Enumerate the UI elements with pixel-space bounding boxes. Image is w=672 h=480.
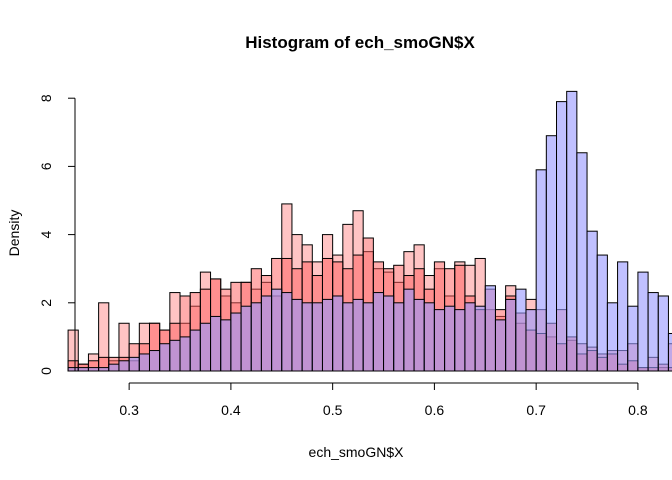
y-axis: 0 2 4 6 8 (38, 94, 76, 375)
chart-title: Histogram of ech_smoGN$X (245, 33, 475, 52)
histogram-bar (210, 315, 222, 372)
histogram-bar (189, 329, 201, 372)
histogram-bar (87, 367, 100, 372)
histogram-bar (423, 302, 435, 372)
x-tick-label: 0.6 (425, 402, 445, 418)
histogram-bar (362, 302, 374, 372)
histogram-bar (220, 319, 232, 372)
histogram-bar (352, 298, 364, 372)
histogram-bar (169, 339, 181, 372)
histogram-bar (566, 90, 578, 372)
histogram-bar (596, 254, 608, 372)
series-3 (67, 90, 672, 372)
histogram-bar (464, 302, 476, 372)
histogram-bar (576, 152, 588, 372)
histogram-bar (372, 292, 385, 372)
histogram-bar (148, 350, 161, 372)
histogram-bar (667, 332, 672, 372)
histogram-bar (271, 288, 283, 372)
x-tick-label: 0.4 (221, 402, 241, 418)
y-tick-label: 6 (38, 162, 54, 170)
histogram-bar (474, 305, 486, 372)
histogram-bar (260, 295, 273, 372)
histogram-bar (535, 169, 547, 372)
histogram-bar (332, 295, 344, 372)
histogram-bar (118, 360, 130, 372)
x-tick-label: 0.7 (526, 402, 546, 418)
y-tick-label: 0 (38, 367, 54, 375)
histogram-bar (433, 309, 446, 372)
x-axis: 0.3 0.4 0.5 0.6 0.7 0.8 (119, 382, 648, 418)
histogram-bar (108, 363, 120, 372)
histogram-bar (383, 295, 395, 372)
histogram-bar (301, 302, 313, 372)
histogram-bar (159, 343, 171, 372)
histogram-bar (627, 305, 639, 372)
x-tick-label: 0.3 (119, 402, 139, 418)
y-tick-label: 4 (38, 230, 54, 238)
histogram-bar (291, 298, 303, 372)
histogram-bar (556, 101, 568, 372)
histogram-bar (67, 367, 79, 372)
histogram-bar (606, 302, 619, 372)
histogram-bar (647, 292, 659, 372)
histogram-bar (342, 302, 354, 372)
histogram-bar (637, 271, 649, 372)
y-axis-label: Density (6, 210, 22, 257)
histogram-bar (545, 135, 558, 372)
histogram-bar (98, 367, 110, 372)
histogram-bar (281, 292, 293, 372)
histogram-bar (321, 298, 334, 372)
x-axis-label: ech_smoGN$X (309, 444, 405, 460)
histogram-bar (494, 319, 507, 372)
histogram-bar (515, 288, 527, 372)
histogram-bar (230, 312, 242, 372)
histogram-bar (413, 298, 425, 372)
y-tick-label: 8 (38, 94, 54, 102)
histogram-bar (240, 305, 252, 372)
histogram-bar (179, 336, 191, 372)
histogram-bar (454, 309, 466, 372)
histogram-bar (393, 302, 405, 372)
histogram-bar (586, 230, 598, 372)
bars-layer (67, 90, 672, 372)
histogram-bar (657, 295, 669, 372)
histogram-bar (617, 261, 629, 372)
histogram-bar (484, 285, 496, 372)
y-tick-label: 2 (38, 299, 54, 307)
x-tick-label: 0.8 (628, 402, 648, 418)
histogram-bar (505, 298, 517, 372)
histogram-bar (128, 356, 140, 372)
histogram-bar (138, 353, 151, 372)
histogram-bar (403, 288, 415, 372)
histogram-bar (199, 322, 212, 372)
histogram-bar (525, 309, 537, 372)
x-tick-label: 0.5 (323, 402, 343, 418)
histogram-bar (77, 367, 89, 372)
histogram-bar (311, 302, 323, 372)
histogram-bar (250, 302, 262, 372)
histogram-bar (444, 305, 456, 372)
